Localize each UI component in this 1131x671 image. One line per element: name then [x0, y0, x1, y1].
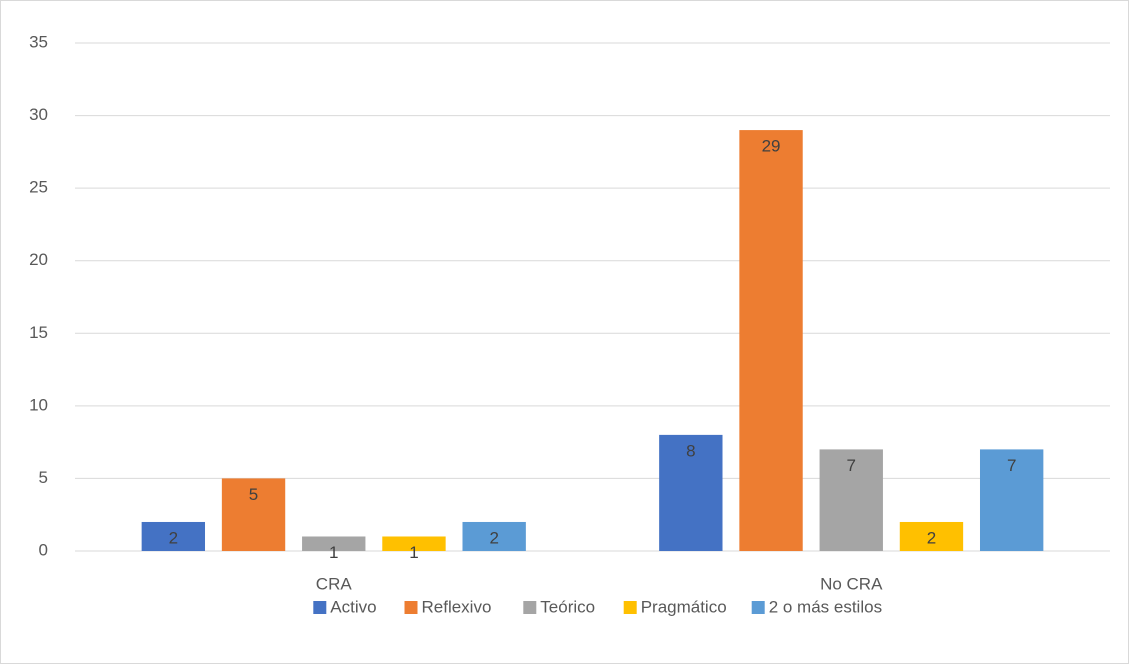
data-label: 7	[847, 456, 856, 475]
data-label: 7	[1007, 456, 1016, 475]
bar	[302, 536, 366, 551]
legend-label: 2 o más estilos	[769, 597, 882, 616]
bar	[979, 449, 1044, 551]
x-tick-label: No CRA	[820, 574, 883, 593]
x-tick-label: CRA	[316, 574, 353, 593]
bar	[141, 521, 206, 551]
data-label: 8	[686, 441, 695, 460]
bar	[382, 536, 446, 551]
y-tick-label: 35	[29, 32, 48, 51]
data-label: 29	[762, 137, 781, 156]
y-tick-label: 20	[29, 250, 48, 269]
bar	[819, 449, 883, 551]
y-tick-label: 30	[29, 105, 48, 124]
data-label: 1	[409, 543, 418, 562]
y-tick-label: 25	[29, 178, 48, 197]
legend-label: Activo	[330, 597, 376, 616]
legend-label: Reflexivo	[422, 597, 492, 616]
legend-swatch	[404, 601, 418, 614]
legend-swatch	[313, 601, 327, 614]
bar	[659, 434, 723, 551]
data-label: 1	[329, 543, 338, 562]
data-label: 2	[489, 528, 498, 547]
data-label: 2	[927, 528, 936, 547]
legend-swatch	[623, 601, 637, 614]
legend-swatch	[751, 601, 765, 614]
y-tick-label: 5	[39, 468, 48, 487]
legend-swatch	[523, 601, 537, 614]
legend-label: Teórico	[540, 597, 595, 616]
y-tick-label: 0	[39, 540, 48, 559]
data-label: 5	[249, 485, 258, 504]
bar	[899, 521, 964, 551]
legend-label: Pragmático	[641, 597, 727, 616]
bar	[221, 478, 286, 551]
bar	[462, 521, 526, 551]
y-tick-label: 10	[29, 395, 48, 414]
y-tick-label: 15	[29, 323, 48, 342]
bar	[739, 130, 803, 552]
data-label: 2	[169, 528, 178, 547]
